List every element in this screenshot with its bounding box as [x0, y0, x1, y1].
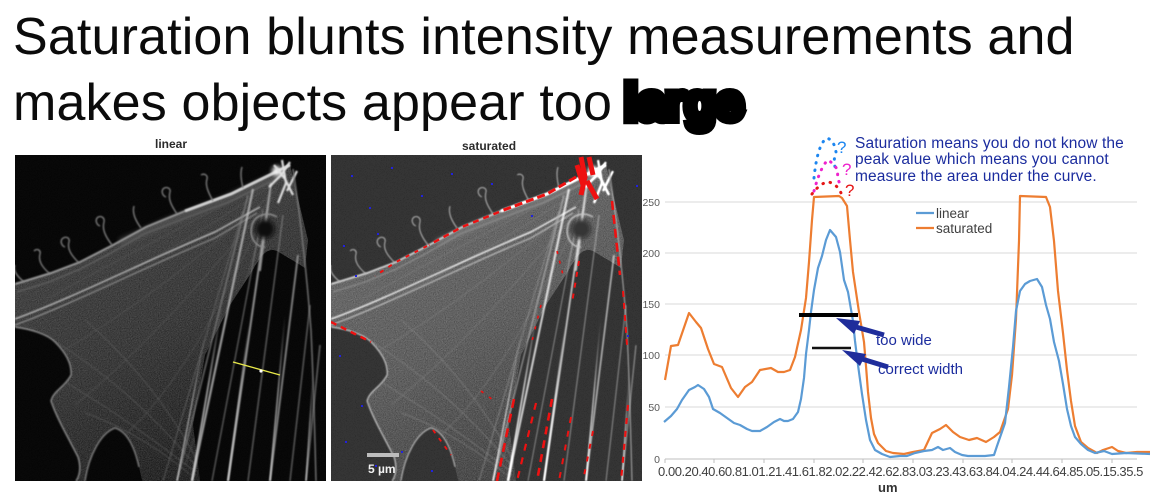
svg-text:50: 50: [648, 402, 660, 414]
svg-text:150: 150: [642, 299, 660, 311]
svg-text:100: 100: [642, 350, 660, 362]
svg-text:250: 250: [642, 197, 660, 209]
svg-text:5 µm: 5 µm: [368, 462, 396, 476]
svg-text:linear: linear: [936, 206, 970, 221]
svg-text:0: 0: [654, 454, 660, 466]
svg-text:saturated: saturated: [936, 221, 992, 236]
svg-text:?: ?: [845, 181, 854, 200]
svg-text:?: ?: [837, 138, 846, 157]
svg-text:?: ?: [842, 160, 851, 179]
svg-text:200: 200: [642, 248, 660, 260]
